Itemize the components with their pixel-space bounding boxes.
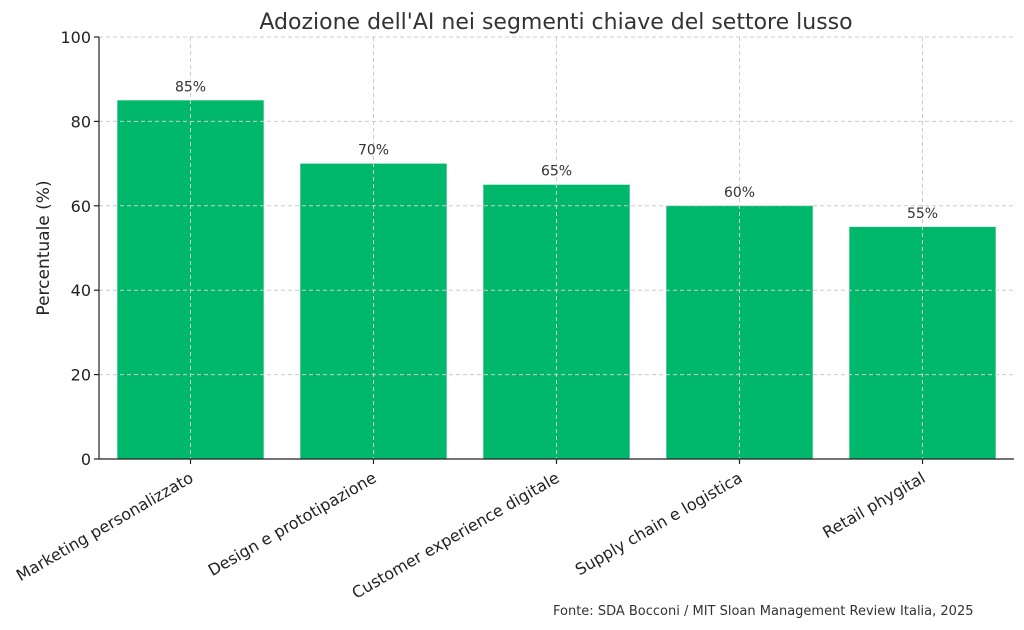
data-label: 55% xyxy=(907,206,938,222)
x-tick-label: Design e prototipazione xyxy=(205,468,380,580)
data-label: 65% xyxy=(541,164,572,180)
x-tick-label: Retail phygital xyxy=(819,468,928,542)
axes-layer xyxy=(94,36,1014,464)
y-tick-label: 40 xyxy=(71,281,91,300)
y-tick-label: 100 xyxy=(60,28,91,47)
source-note: Fonte: SDA Bocconi / MIT Sloan Managemen… xyxy=(553,604,974,619)
chart-title: Adozione dell'AI nei segmenti chiave del… xyxy=(259,10,852,35)
y-tick-label: 20 xyxy=(71,366,91,385)
y-tick-label: 0 xyxy=(81,450,91,469)
x-tick-label: Marketing personalizzato xyxy=(13,468,197,585)
bars-layer xyxy=(117,100,996,460)
data-label: 70% xyxy=(358,143,389,159)
bar xyxy=(117,100,264,460)
bar xyxy=(849,226,996,459)
data-label: 60% xyxy=(724,185,755,201)
y-tick-label: 80 xyxy=(71,112,91,131)
x-tick-label: Supply chain e logistica xyxy=(572,468,746,579)
y-axis-label: Percentuale (%) xyxy=(34,180,54,315)
data-label: 85% xyxy=(175,79,206,95)
y-tick-label: 60 xyxy=(71,197,91,216)
x-tick-label: Customer experience digitale xyxy=(348,468,562,603)
bar xyxy=(483,184,630,459)
